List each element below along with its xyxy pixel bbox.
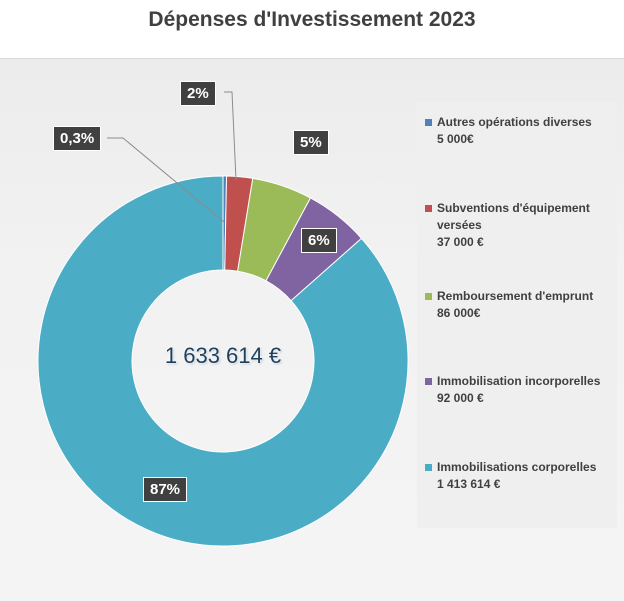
chart-title: Dépenses d'Investissement 2023: [148, 8, 476, 31]
legend-item: Immobilisations corporelles 1 413 614 €: [425, 459, 615, 493]
donut-center-total: 1 633 614 €: [164, 343, 282, 368]
leader-line-1: [224, 91, 237, 181]
leader-line-0: [107, 137, 225, 223]
legend-label: Remboursement d'emprunt: [437, 289, 594, 303]
legend-value: 37 000 €: [437, 235, 484, 249]
legend-swatch: [425, 293, 432, 300]
legend-value: 5 000€: [437, 132, 474, 146]
donut-slice-4: [37, 175, 409, 547]
title-band: [0, 0, 624, 58]
legend-value: 86 000€: [437, 306, 481, 320]
legend-value: 92 000 €: [437, 391, 484, 405]
legend: Autres opérations diverses 5 000€ Subven…: [417, 102, 617, 528]
legend-swatch: [425, 205, 432, 212]
legend-swatch: [425, 378, 432, 385]
legend-item: Subventions d'équipement versées 37 000 …: [425, 200, 615, 251]
legend-swatch: [425, 119, 432, 126]
data-label-slice-0: 0,3%: [53, 126, 102, 151]
legend-label: Subventions d'équipement versées: [437, 201, 590, 232]
legend-label: Immobilisation incorporelles: [437, 374, 601, 388]
data-label-slice-2: 5%: [293, 130, 329, 155]
legend-item: Immobilisation incorporelles 92 000 €: [425, 373, 615, 407]
legend-item: Autres opérations diverses 5 000€: [425, 114, 615, 148]
legend-value: 1 413 614 €: [437, 477, 501, 491]
legend-swatch: [425, 464, 432, 471]
data-label-slice-3: 6%: [301, 228, 337, 253]
legend-item: Remboursement d'emprunt 86 000€: [425, 288, 615, 322]
legend-label: Autres opérations diverses: [437, 115, 592, 129]
data-label-slice-4: 87%: [143, 477, 188, 502]
legend-label: Immobilisations corporelles: [437, 460, 597, 474]
data-label-slice-1: 2%: [180, 81, 216, 106]
